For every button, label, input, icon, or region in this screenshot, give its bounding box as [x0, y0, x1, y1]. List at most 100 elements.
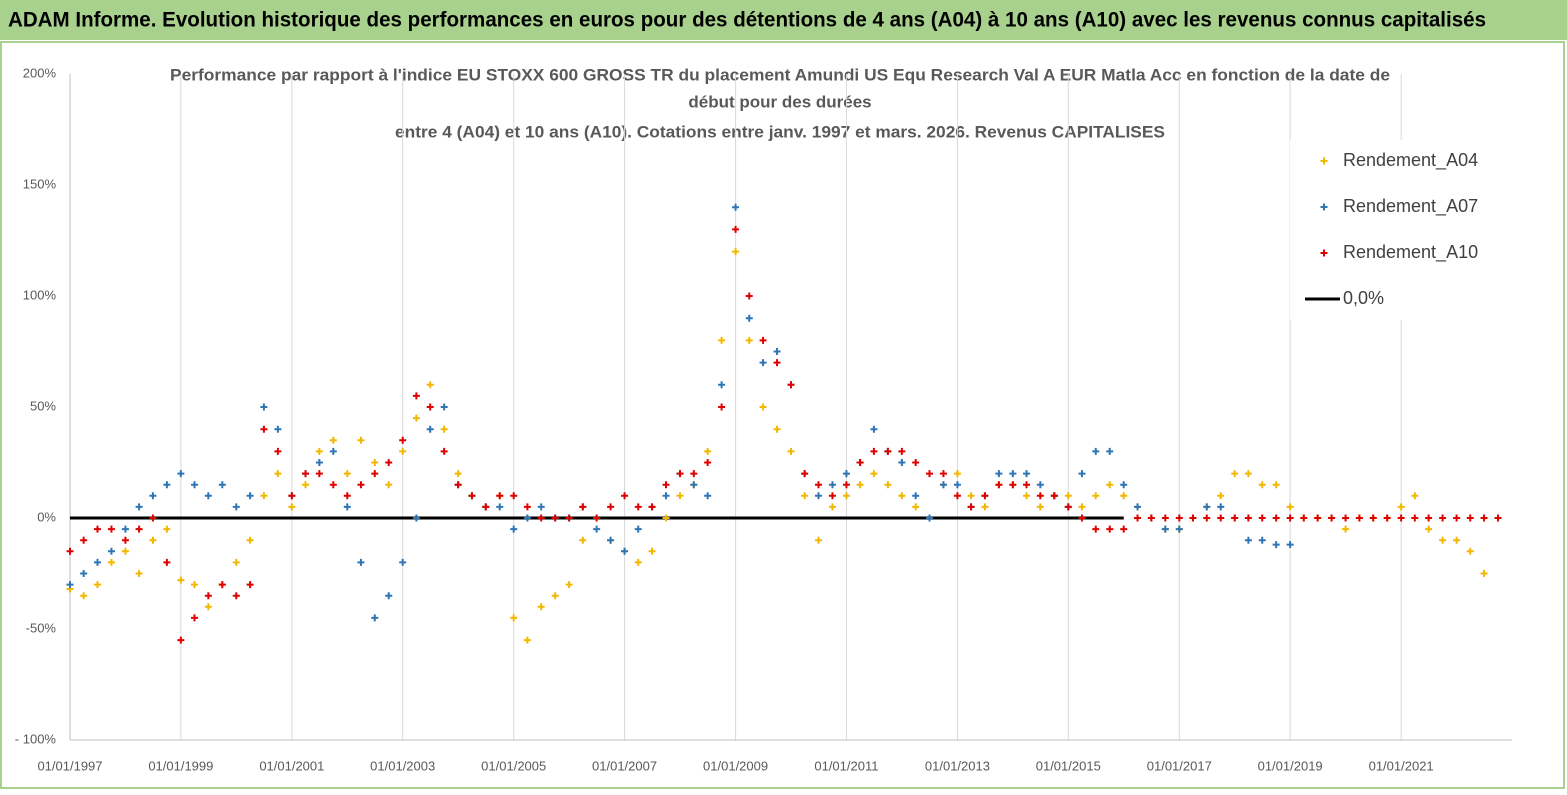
- data-point: [163, 525, 171, 533]
- data-point: [1064, 503, 1072, 511]
- data-point: [1355, 514, 1363, 522]
- data-point: [1453, 514, 1461, 522]
- data-point: [745, 336, 753, 344]
- data-point: [412, 414, 420, 422]
- data-point: [1106, 447, 1114, 455]
- data-point: [371, 614, 379, 622]
- x-tick-label: 01/01/2019: [1258, 758, 1323, 773]
- data-point: [1203, 514, 1211, 522]
- data-point: [135, 503, 143, 511]
- data-point: [1425, 514, 1433, 522]
- data-point: [870, 470, 878, 478]
- data-point: [357, 481, 365, 489]
- data-point: [163, 481, 171, 489]
- x-tick-label: 01/01/1999: [148, 758, 213, 773]
- data-point: [329, 481, 337, 489]
- data-point: [773, 425, 781, 433]
- data-point: [343, 470, 351, 478]
- data-point: [551, 514, 559, 522]
- data-point: [1009, 470, 1017, 478]
- data-point: [315, 459, 323, 466]
- data-point: [1369, 514, 1377, 522]
- y-tick-label: 50%: [30, 398, 56, 413]
- x-tick-label: 01/01/2015: [1036, 758, 1101, 773]
- data-point: [607, 503, 615, 511]
- data-point: [787, 381, 795, 389]
- data-point: [149, 514, 157, 522]
- data-point: [1328, 514, 1336, 522]
- data-point: [329, 447, 337, 455]
- x-tick-label: 01/01/2017: [1147, 758, 1212, 773]
- data-point: [759, 336, 767, 344]
- data-point: [1466, 514, 1474, 522]
- data-point: [912, 492, 920, 500]
- data-point: [732, 248, 740, 256]
- data-point: [191, 581, 199, 589]
- data-point: [1411, 492, 1419, 500]
- data-point: [66, 581, 74, 589]
- data-point: [482, 503, 490, 511]
- data-point: [440, 447, 448, 455]
- data-point: [523, 514, 531, 522]
- data-point: [884, 447, 892, 455]
- data-point: [732, 225, 740, 233]
- data-point: [1258, 536, 1266, 544]
- data-point: [260, 492, 268, 500]
- data-point: [1050, 492, 1058, 500]
- data-point: [426, 403, 434, 411]
- data-point: [1147, 514, 1155, 522]
- data-point: [1134, 514, 1142, 522]
- data-point: [745, 292, 753, 300]
- data-point: [912, 503, 920, 511]
- data-point: [191, 481, 199, 489]
- data-point: [537, 503, 545, 511]
- data-point: [385, 592, 393, 600]
- data-point: [80, 536, 88, 544]
- data-point: [718, 381, 726, 389]
- data-point: [135, 570, 143, 577]
- data-point: [315, 470, 323, 478]
- data-point: [814, 492, 822, 500]
- data-point: [634, 503, 642, 511]
- data-point: [621, 492, 629, 500]
- data-point: [135, 525, 143, 533]
- data-point: [426, 381, 434, 389]
- data-point: [454, 470, 462, 478]
- data-point: [1078, 514, 1086, 522]
- data-point: [1439, 536, 1447, 544]
- data-point: [814, 481, 822, 489]
- data-point: [565, 514, 573, 522]
- data-point: [107, 525, 115, 533]
- data-point: [149, 536, 157, 544]
- data-point: [759, 359, 767, 367]
- legend-label: Rendement_A10: [1343, 242, 1478, 263]
- data-point: [274, 425, 282, 433]
- data-point: [662, 481, 670, 489]
- header-title: ADAM Informe. Evolution historique des p…: [8, 9, 1486, 32]
- data-point: [204, 592, 212, 600]
- data-point: [80, 592, 88, 600]
- data-point: [1439, 514, 1447, 522]
- data-point: [440, 425, 448, 433]
- data-point: [634, 558, 642, 566]
- data-point: [662, 514, 670, 522]
- data-point: [302, 481, 310, 489]
- data-point: [1023, 481, 1031, 489]
- data-point: [1480, 570, 1488, 577]
- data-point: [510, 492, 518, 500]
- x-tick-label: 01/01/2005: [481, 758, 546, 773]
- data-point: [1217, 492, 1225, 500]
- data-point: [648, 547, 656, 555]
- y-tick-label: 0%: [37, 509, 56, 524]
- data-point: [1023, 492, 1031, 500]
- data-point: [1258, 514, 1266, 522]
- data-point: [1134, 503, 1142, 511]
- data-point: [1425, 525, 1433, 533]
- legend-label: Rendement_A04: [1343, 150, 1478, 171]
- data-point: [246, 536, 254, 544]
- data-point: [842, 470, 850, 478]
- data-point: [385, 459, 393, 466]
- data-point: [218, 481, 226, 489]
- data-point: [399, 447, 407, 455]
